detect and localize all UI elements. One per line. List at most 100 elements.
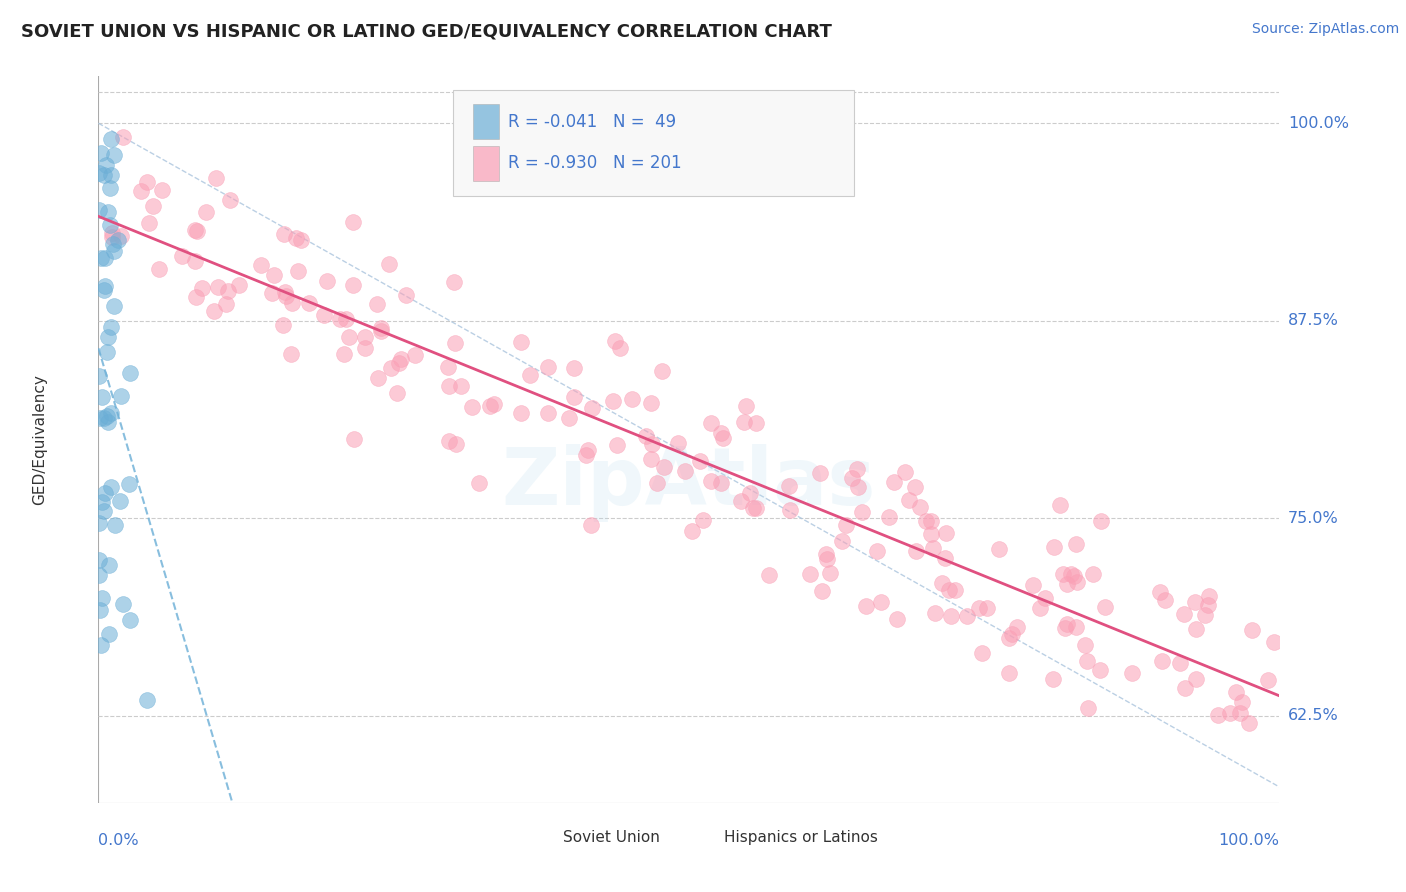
Point <box>271 318 294 333</box>
Point <box>976 600 998 615</box>
Point <box>436 359 458 374</box>
Point <box>922 541 945 556</box>
Point <box>1076 654 1098 668</box>
Point <box>87 553 110 567</box>
Point <box>870 595 893 609</box>
Point <box>370 324 392 338</box>
Point <box>183 222 205 236</box>
Text: 87.5%: 87.5% <box>1288 313 1339 328</box>
Point <box>96 158 118 172</box>
Point <box>468 476 491 491</box>
Point <box>274 285 297 299</box>
Point <box>603 334 626 348</box>
Point <box>354 341 377 355</box>
Point <box>689 454 711 468</box>
Point <box>537 406 560 420</box>
Point <box>920 527 942 541</box>
Point <box>194 205 217 219</box>
Point <box>931 576 953 591</box>
FancyBboxPatch shape <box>453 90 855 195</box>
Point <box>711 430 734 444</box>
Bar <box>692 820 717 845</box>
Point <box>90 252 112 266</box>
Point <box>998 632 1021 646</box>
Point <box>101 226 124 240</box>
Point <box>956 608 979 623</box>
Point <box>205 170 228 185</box>
Point <box>733 415 755 429</box>
Point <box>207 280 229 294</box>
Point <box>820 566 842 581</box>
Point <box>100 480 122 494</box>
Point <box>841 471 863 485</box>
Point <box>97 415 120 429</box>
Point <box>831 533 853 548</box>
Point <box>1168 656 1191 670</box>
Point <box>576 443 599 458</box>
Point <box>905 544 928 558</box>
Text: 0.0%: 0.0% <box>98 833 139 848</box>
Point <box>370 321 392 335</box>
Point <box>87 516 110 531</box>
Point <box>97 627 120 641</box>
Point <box>904 480 927 494</box>
Point <box>98 558 121 572</box>
Point <box>1174 681 1197 695</box>
Point <box>142 199 165 213</box>
Point <box>851 504 873 518</box>
Point <box>93 283 115 297</box>
Point <box>1229 706 1251 720</box>
Point <box>1225 685 1247 699</box>
Point <box>394 288 416 302</box>
Point <box>138 216 160 230</box>
Point <box>1043 540 1066 554</box>
Point <box>700 474 723 488</box>
Point <box>217 284 239 298</box>
Point <box>316 274 339 288</box>
Point <box>1022 578 1045 592</box>
Point <box>575 448 598 462</box>
Point <box>1198 589 1220 603</box>
Point <box>218 193 240 207</box>
Point <box>855 599 877 614</box>
Point <box>1028 600 1050 615</box>
Point <box>89 202 111 217</box>
Point <box>100 320 122 334</box>
Point <box>335 311 357 326</box>
Point <box>281 295 304 310</box>
Point <box>924 606 946 620</box>
Point <box>908 500 931 514</box>
Point <box>700 416 723 430</box>
Point <box>97 204 120 219</box>
Point <box>1197 598 1219 612</box>
Point <box>883 475 905 489</box>
Point <box>93 411 115 425</box>
Point <box>112 597 135 611</box>
Point <box>779 479 801 493</box>
Point <box>562 360 585 375</box>
Point <box>970 646 993 660</box>
Point <box>118 613 141 627</box>
Point <box>439 379 461 393</box>
Point <box>118 476 141 491</box>
Point <box>135 693 157 707</box>
Point <box>298 295 321 310</box>
Point <box>537 359 560 374</box>
Text: GED/Equivalency: GED/Equivalency <box>32 374 46 505</box>
Point <box>89 368 111 383</box>
Point <box>1121 666 1143 681</box>
Point <box>1060 567 1083 582</box>
Text: R = -0.930   N = 201: R = -0.930 N = 201 <box>508 154 682 172</box>
Point <box>118 366 141 380</box>
Point <box>87 166 110 180</box>
Point <box>366 297 388 311</box>
Point <box>98 181 121 195</box>
Point <box>202 303 225 318</box>
Point <box>385 385 408 400</box>
Point <box>110 389 132 403</box>
Point <box>96 344 118 359</box>
Point <box>93 504 115 518</box>
Point <box>745 416 768 430</box>
Point <box>710 475 733 490</box>
Point <box>280 346 302 360</box>
